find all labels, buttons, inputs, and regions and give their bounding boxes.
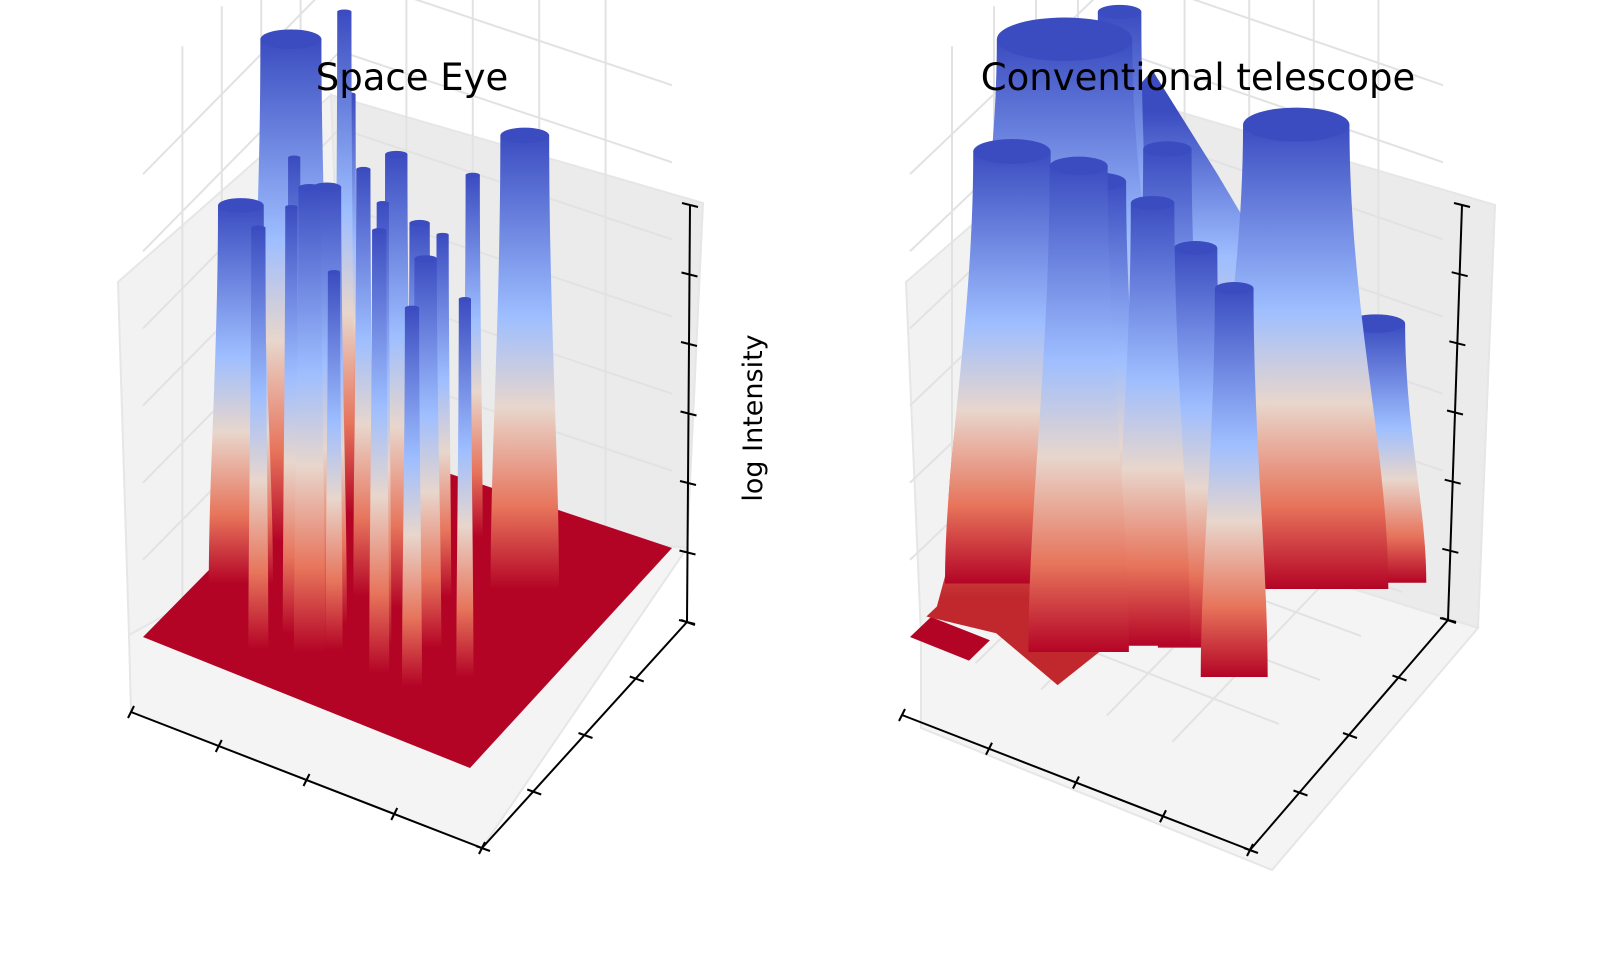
z-tick — [1439, 617, 1457, 623]
surface-peak-top — [217, 198, 264, 213]
z-tick — [1449, 340, 1466, 347]
surface-peak-top — [1049, 156, 1108, 176]
surface-peak — [293, 187, 326, 652]
y-tick — [578, 732, 593, 739]
subplot-conventional-telescope: Conventional telescope — [898, 0, 1497, 872]
surface-peak — [369, 230, 390, 674]
surface-peak — [325, 271, 343, 650]
y-tick — [629, 675, 645, 683]
subplot-space-eye: Space Eye log Intensity — [116, 0, 769, 855]
y-tick — [526, 788, 542, 796]
surface-peak-top — [285, 204, 298, 209]
z-tick — [680, 410, 697, 417]
surface-peak-top — [409, 219, 430, 227]
x-tick — [127, 705, 135, 719]
x-tick — [390, 807, 399, 821]
surface-peak-top — [414, 255, 437, 263]
z-tick — [679, 549, 696, 556]
axis-lines-left — [127, 202, 699, 855]
y-tick — [1392, 674, 1407, 682]
surface-peak-top — [327, 270, 341, 274]
surface-peak-top — [1243, 107, 1350, 142]
surface-peak-top — [1173, 241, 1218, 255]
axis-lines-right — [898, 202, 1471, 857]
z-tick — [1446, 409, 1464, 416]
surface-peak-top — [1143, 141, 1192, 157]
z-tick — [678, 619, 696, 625]
surface-peak-top — [260, 29, 322, 49]
surface-peak-top — [298, 183, 321, 192]
surface-peak-top — [385, 150, 408, 158]
x-tick — [898, 708, 906, 722]
surface-peak — [456, 299, 474, 677]
grid-line — [909, 0, 1444, 175]
surface-peak-top — [376, 200, 389, 205]
surface-peak — [248, 227, 269, 650]
x-tick — [985, 742, 993, 756]
z-tick — [681, 271, 698, 278]
surface-peak — [402, 307, 422, 686]
y-tick — [1293, 789, 1308, 797]
surface-peak — [490, 135, 559, 590]
subplot-title-conventional-telescope: Conventional telescope — [981, 56, 1415, 99]
surface-peak — [1028, 165, 1129, 652]
surface-peak-top — [500, 127, 550, 144]
x-tick — [214, 739, 223, 753]
z-tick — [679, 480, 697, 486]
x-tick — [1159, 809, 1167, 823]
z-tick — [1453, 202, 1471, 208]
z-tick — [1442, 547, 1459, 554]
surface-space-eye — [143, 9, 672, 768]
y-tick — [1243, 847, 1259, 854]
surface-peak-top — [404, 305, 420, 311]
z-tick — [1451, 271, 1468, 278]
surface-peak — [1200, 288, 1268, 677]
surface-peak — [353, 169, 374, 596]
surface-peak-top — [288, 155, 301, 160]
surface-peak-top — [973, 139, 1051, 164]
surface-peak-top — [1214, 282, 1254, 295]
y-tick — [1342, 732, 1358, 739]
y-tick — [475, 845, 491, 852]
z-tick — [1444, 478, 1461, 485]
surface-peak-top — [465, 172, 480, 178]
z-axis-label: log Intensity — [738, 334, 769, 501]
surface-peak-top — [251, 225, 266, 231]
x-tick — [302, 773, 311, 787]
surface-peak-top — [372, 228, 387, 233]
surface-conventional-telescope — [910, 4, 1427, 686]
z-tick — [680, 341, 698, 347]
surface-peak-top — [1097, 4, 1142, 19]
surface-peak-top — [436, 232, 449, 237]
surface-peak-top — [1130, 195, 1175, 210]
surface-floor — [910, 617, 990, 661]
surface-peak-top — [337, 9, 352, 15]
grid-line — [142, 0, 673, 175]
surface-peak — [1114, 202, 1191, 646]
surface-peak-top — [458, 297, 472, 301]
surface-peak-top — [996, 17, 1133, 61]
z-tick — [681, 202, 699, 208]
subplot-title-space-eye: Space Eye — [316, 56, 509, 99]
surface-peak-top — [356, 166, 371, 172]
x-tick — [1072, 776, 1080, 789]
